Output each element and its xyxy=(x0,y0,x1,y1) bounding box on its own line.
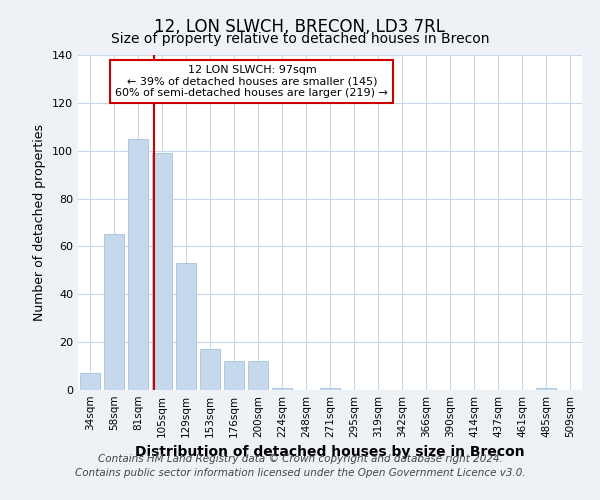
X-axis label: Distribution of detached houses by size in Brecon: Distribution of detached houses by size … xyxy=(135,446,525,460)
Text: Contains public sector information licensed under the Open Government Licence v3: Contains public sector information licen… xyxy=(74,468,526,478)
Y-axis label: Number of detached properties: Number of detached properties xyxy=(34,124,46,321)
Bar xyxy=(200,350,220,390)
Text: 12, LON SLWCH, BRECON, LD3 7RL: 12, LON SLWCH, BRECON, LD3 7RL xyxy=(155,18,445,36)
Text: 12 LON SLWCH: 97sqm
← 39% of detached houses are smaller (145)
60% of semi-detac: 12 LON SLWCH: 97sqm ← 39% of detached ho… xyxy=(115,65,388,98)
Bar xyxy=(320,388,340,390)
Text: Size of property relative to detached houses in Brecon: Size of property relative to detached ho… xyxy=(111,32,489,46)
Bar xyxy=(104,234,124,390)
Bar xyxy=(152,153,172,390)
Bar xyxy=(272,388,292,390)
Bar xyxy=(248,362,268,390)
Bar xyxy=(536,388,556,390)
Text: Contains HM Land Registry data © Crown copyright and database right 2024.: Contains HM Land Registry data © Crown c… xyxy=(98,454,502,464)
Bar xyxy=(128,138,148,390)
Bar xyxy=(224,362,244,390)
Bar xyxy=(176,263,196,390)
Bar xyxy=(80,373,100,390)
